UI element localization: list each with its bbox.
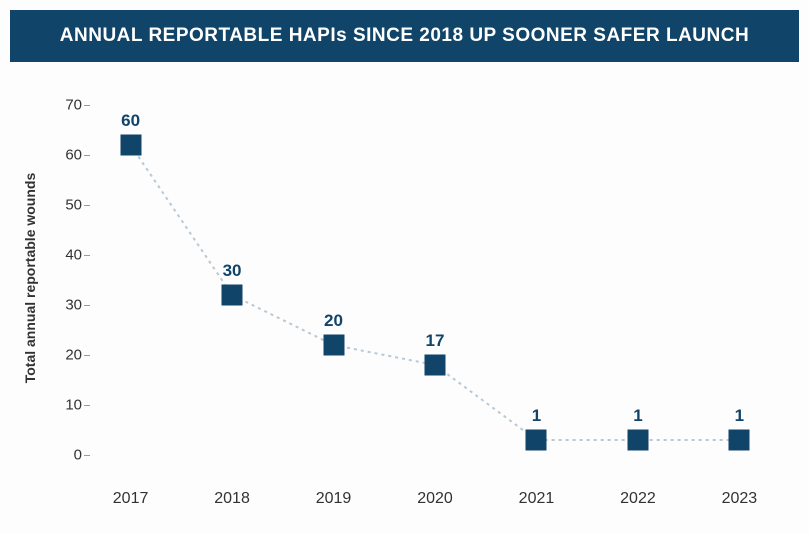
data-label: 30 (223, 261, 242, 281)
data-marker (526, 430, 547, 451)
data-marker (627, 430, 648, 451)
x-tick-label: 2023 (722, 480, 758, 508)
y-tick-mark (84, 255, 90, 256)
data-marker (323, 335, 344, 356)
plot-area: 0102030405060702017201820192020202120222… (90, 80, 780, 480)
y-tick-mark (84, 305, 90, 306)
x-tick-label: 2020 (417, 480, 453, 508)
data-label: 60 (121, 111, 140, 131)
y-tick-mark (84, 405, 90, 406)
data-label: 17 (426, 331, 445, 351)
data-label: 20 (324, 311, 343, 331)
data-marker (425, 355, 446, 376)
y-tick-mark (84, 105, 90, 106)
y-tick-mark (84, 155, 90, 156)
x-tick-label: 2018 (214, 480, 250, 508)
x-tick-label: 2021 (519, 480, 555, 508)
y-axis-label: Total annual reportable wounds (22, 78, 38, 478)
x-tick-label: 2022 (620, 480, 656, 508)
y-tick-mark (84, 355, 90, 356)
x-tick-label: 2017 (113, 480, 149, 508)
x-tick-label: 2019 (316, 480, 352, 508)
y-tick-mark (84, 205, 90, 206)
data-label: 1 (532, 406, 541, 426)
data-label: 1 (633, 406, 642, 426)
connector-lines (90, 80, 780, 480)
data-marker (120, 135, 141, 156)
chart-title-bar: ANNUAL REPORTABLE HAPIs SINCE 2018 UP SO… (10, 10, 799, 62)
chart-title: ANNUAL REPORTABLE HAPIs SINCE 2018 UP SO… (60, 25, 749, 47)
data-marker (222, 285, 243, 306)
chart-container: ANNUAL REPORTABLE HAPIs SINCE 2018 UP SO… (0, 0, 809, 533)
data-marker (729, 430, 750, 451)
y-tick-mark (84, 455, 90, 456)
data-label: 1 (735, 406, 744, 426)
